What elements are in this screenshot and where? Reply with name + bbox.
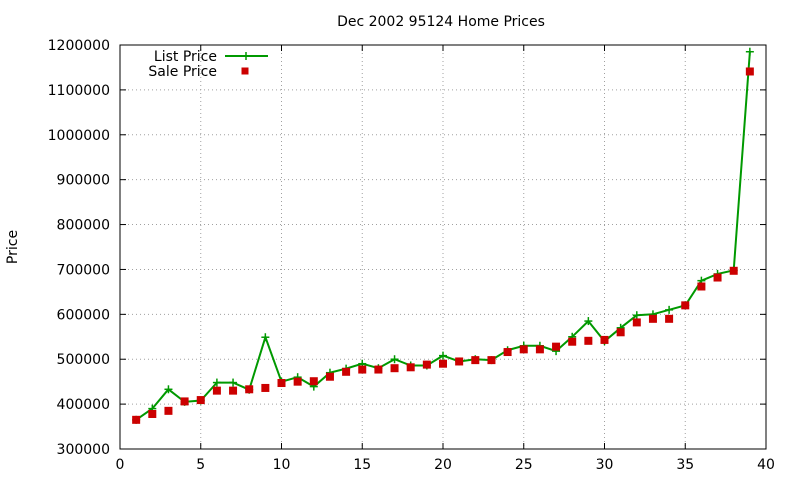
x-tick-label: 10 xyxy=(273,457,291,473)
y-tick-label: 1200000 xyxy=(48,38,110,54)
x-tick-label: 20 xyxy=(434,457,452,473)
sale-price-point xyxy=(665,314,674,323)
sale-price-point xyxy=(342,367,351,376)
y-tick-label: 500000 xyxy=(57,352,110,368)
y-tick-label: 600000 xyxy=(57,307,110,323)
sale-price-point xyxy=(132,415,141,424)
chart-title: Dec 2002 95124 Home Prices xyxy=(337,14,545,30)
sale-price-point xyxy=(374,365,383,374)
list-price-point xyxy=(212,378,221,387)
sale-price-point xyxy=(358,365,367,374)
legend-marker-list-price xyxy=(242,52,250,60)
list-price-point xyxy=(390,355,399,364)
y-tick-label: 800000 xyxy=(57,218,110,234)
x-tick-label: 15 xyxy=(353,457,371,473)
sale-price-point xyxy=(164,406,173,415)
y-tick-label: 1000000 xyxy=(48,128,110,144)
sale-price-point xyxy=(632,318,641,327)
sale-price-point xyxy=(293,377,302,386)
sale-price-point xyxy=(212,386,221,395)
legend-label-sale-price: Sale Price xyxy=(148,64,217,80)
y-tick-label: 700000 xyxy=(57,262,110,278)
list-price-point xyxy=(261,333,270,342)
y-tick-label: 400000 xyxy=(57,397,110,413)
axis-ticks: 0 5 10 15 20 25 30 35 40 300000 400000 500000 600000… xyxy=(48,38,775,473)
sale-price-point xyxy=(455,357,464,366)
sale-price-point xyxy=(600,335,609,344)
x-tick-label: 30 xyxy=(596,457,614,473)
sale-price-point xyxy=(229,386,238,395)
legend-label-list-price: List Price xyxy=(154,49,217,65)
sale-price-point xyxy=(535,345,544,354)
list-price-point xyxy=(164,385,173,394)
sale-price-point xyxy=(277,379,286,388)
sale-price-point xyxy=(471,356,480,365)
y-tick-label: 300000 xyxy=(57,442,110,458)
x-tick-label: 0 xyxy=(116,457,125,473)
list-price-point xyxy=(745,47,754,56)
x-tick-label: 35 xyxy=(676,457,694,473)
sale-price-point xyxy=(309,377,318,386)
sale-price-point xyxy=(196,396,205,405)
sale-price-point xyxy=(325,372,334,381)
sale-price-point xyxy=(568,337,577,346)
sale-price-point xyxy=(245,385,254,394)
list-price-point xyxy=(584,317,593,326)
sale-price-point xyxy=(697,282,706,291)
list-price-point xyxy=(229,378,238,387)
x-tick-label: 25 xyxy=(515,457,533,473)
x-tick-label: 5 xyxy=(196,457,205,473)
sale-price-point xyxy=(584,336,593,345)
sale-price-point xyxy=(180,397,189,406)
legend-marker-sale-price xyxy=(241,67,249,75)
sale-price-point xyxy=(503,348,512,357)
sale-price-point xyxy=(406,363,415,372)
sale-price-point xyxy=(648,314,657,323)
x-tick-label: 40 xyxy=(757,457,775,473)
legend: List Price Sale Price xyxy=(148,49,268,80)
series-layer xyxy=(132,47,754,424)
sale-price-point xyxy=(148,409,157,418)
y-axis-label: Price xyxy=(5,230,21,264)
y-tick-label: 1100000 xyxy=(48,83,110,99)
sale-price-point xyxy=(729,266,738,275)
sale-price-point xyxy=(519,345,528,354)
sale-price-point xyxy=(261,383,270,392)
sale-price-point xyxy=(552,342,561,351)
sale-price-point xyxy=(745,67,754,76)
sale-price-point xyxy=(487,356,496,365)
sale-price-point xyxy=(390,364,399,373)
list-price-point xyxy=(632,311,641,320)
sale-price-point xyxy=(422,360,431,369)
sale-price-point xyxy=(681,301,690,310)
list-price-point xyxy=(439,351,447,360)
list-price-point xyxy=(665,305,674,314)
y-tick-label: 900000 xyxy=(57,173,110,189)
sale-price-point xyxy=(616,328,625,337)
sale-price-point xyxy=(439,359,447,368)
sale-price-point xyxy=(713,273,722,282)
